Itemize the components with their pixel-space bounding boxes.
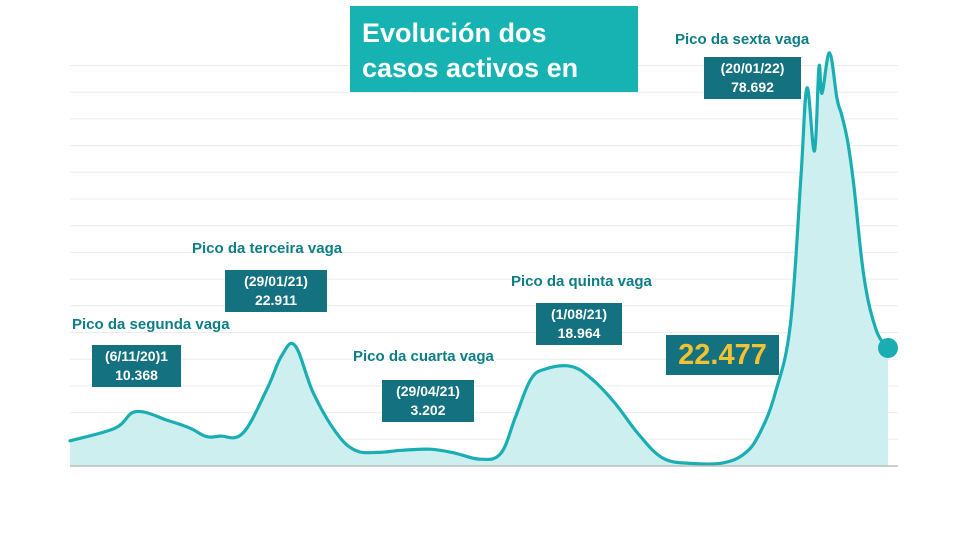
area-fill <box>70 52 888 466</box>
annotation-date: (1/08/21) <box>550 306 608 322</box>
chart-title: Evolución dos casos activos en Galicia <box>350 6 638 118</box>
annotation-box-fourth-wave: (29/04/21) 3.202 <box>382 380 474 422</box>
annotation-box-third-wave: (29/01/21) 22.911 <box>225 270 327 312</box>
annotation-date: (6/11/20)1 <box>104 348 169 364</box>
series-line <box>68 51 890 466</box>
annotation-label-fourth-wave: Pico da cuarta vaga <box>353 348 494 365</box>
annotation-value: 18.964 <box>557 325 601 341</box>
annotation-box-sixth-wave: (20/01/22) 78.692 <box>704 57 801 99</box>
annotation-date: (29/04/21) <box>396 383 460 399</box>
annotation-label-fifth-wave: Pico da quinta vaga <box>511 273 652 290</box>
annotation-box-second-wave: (6/11/20)1 10.368 <box>92 345 181 387</box>
annotation-date: (20/01/22) <box>720 60 785 76</box>
annotation-value: 22.911 <box>254 292 298 308</box>
annotation-value: 78.692 <box>731 79 774 95</box>
annotation-value: 10.368 <box>115 367 158 383</box>
current-value-badge: 22.477 <box>666 335 779 375</box>
annotation-label-sixth-wave: Pico da sexta vaga <box>675 31 810 48</box>
annotation-label-third-wave: Pico da terceira vaga <box>192 240 343 257</box>
annotation-label-second-wave: Pico da segunda vaga <box>72 316 230 333</box>
annotation-date: (29/01/21) <box>244 273 308 289</box>
current-value-dot <box>878 337 898 358</box>
annotation-box-fifth-wave: (1/08/21) 18.964 <box>536 303 622 345</box>
annotation-value: 3.202 <box>410 402 446 418</box>
